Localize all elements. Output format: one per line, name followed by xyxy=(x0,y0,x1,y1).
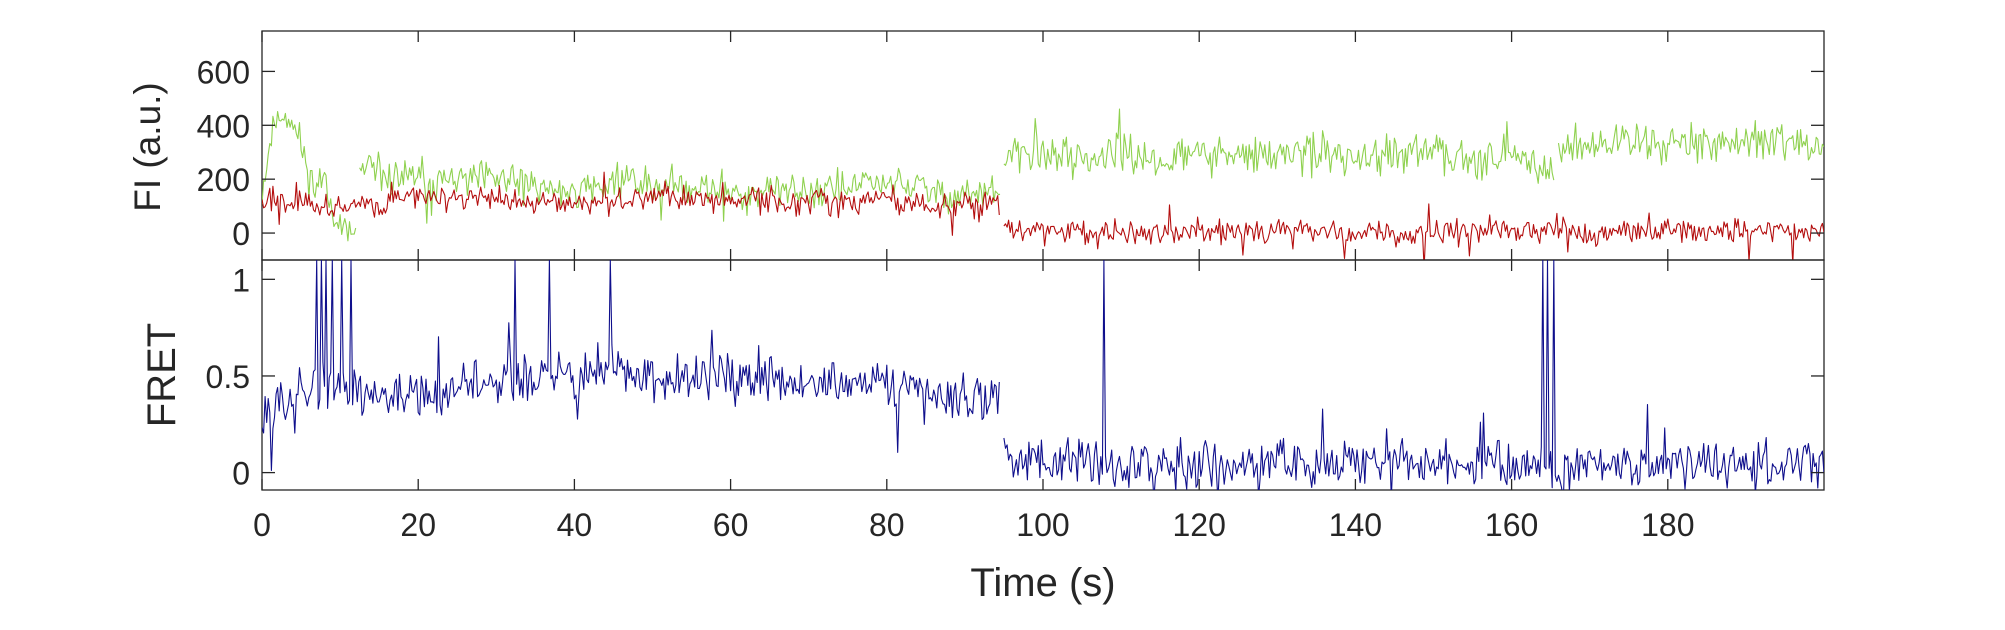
fret-series-0-segment-0 xyxy=(262,260,1000,472)
time-x-tick-label: 100 xyxy=(1016,507,1069,543)
fluorescence-traces xyxy=(262,108,1824,260)
fluorescence-y-tick-label: 0 xyxy=(232,216,250,252)
time-x-tick-label: 180 xyxy=(1641,507,1694,543)
time-x-ticks: 0 20 40 60 80 100 120 140 160 180 xyxy=(253,260,1694,543)
fret-y-axis-label: FRET xyxy=(140,323,184,427)
time-x-tick-label: 40 xyxy=(557,507,593,543)
time-x-axis-label: Time (s) xyxy=(970,561,1115,605)
fluorescence-series-0-segment-1 xyxy=(359,151,1001,224)
time-x-tick-label: 80 xyxy=(869,507,905,543)
fret-series-0-segment-1 xyxy=(1003,260,1824,490)
fluorescence-y-tick-label: 200 xyxy=(197,162,250,198)
fret-y-tick-label: 1 xyxy=(232,262,250,298)
fluorescence-series-0-segment-2 xyxy=(1003,108,1555,184)
fluorescence-y-axis-label: FI (a.u.) xyxy=(127,82,168,212)
fluorescence-series-1-segment-1 xyxy=(1003,203,1824,260)
fluorescence-series-0-segment-0 xyxy=(262,110,357,242)
time-x-tick-label: 160 xyxy=(1485,507,1538,543)
time-x-tick-label: 140 xyxy=(1329,507,1382,543)
fret-y-ticks: 00.51 xyxy=(206,262,1824,492)
fluorescence-series-1-segment-0 xyxy=(262,171,1000,236)
fret-plot-frame xyxy=(261,259,1825,491)
fluorescence-y-ticks: 0 200 400 600 xyxy=(197,31,1824,260)
fret-y-tick-label: 0 xyxy=(232,456,250,492)
time-x-tick-label: 20 xyxy=(400,507,436,543)
time-x-tick-label: 120 xyxy=(1173,507,1226,543)
time-x-tick-label: 0 xyxy=(253,507,271,543)
fret-panel: 00.51 0 20 40 60 80 100 120 140 160 180 FRET Time… xyxy=(140,259,1825,605)
time-x-tick-label: 60 xyxy=(713,507,749,543)
fluorescence-y-tick-label: 600 xyxy=(197,54,250,90)
fret-trace xyxy=(262,260,1824,490)
fret-y-tick-label: 0.5 xyxy=(206,359,250,395)
fluorescence-series-0-segment-3 xyxy=(1557,120,1824,166)
fluorescence-y-tick-label: 400 xyxy=(197,108,250,144)
fluorescence-panel: 0 200 400 600 FI (a.u.) xyxy=(127,30,1825,261)
